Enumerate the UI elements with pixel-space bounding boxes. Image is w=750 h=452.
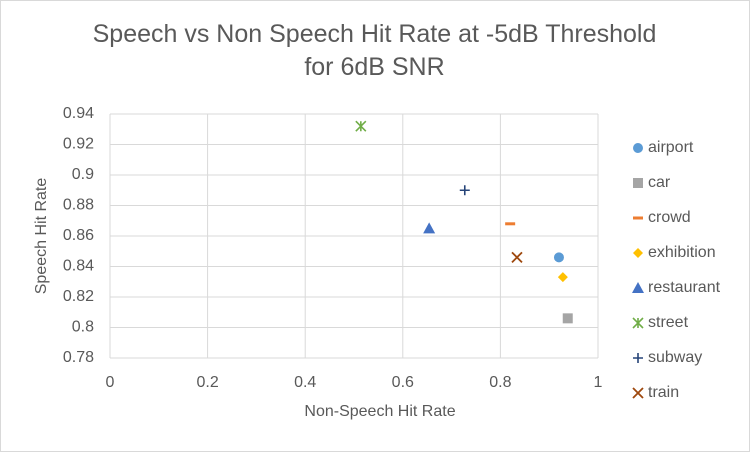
x-tick-label: 1 <box>594 374 603 391</box>
y-axis-title: Speech Hit Rate <box>33 178 50 295</box>
y-tick-label: 0.78 <box>63 349 94 366</box>
legend-label: car <box>648 174 671 191</box>
x-tick-label: 0.2 <box>196 374 218 391</box>
data-point <box>562 313 573 324</box>
legend-label: restaurant <box>648 279 721 296</box>
legend-marker <box>632 387 644 399</box>
x-tick-label: 0 <box>106 374 115 391</box>
legend-marker <box>632 317 644 329</box>
legend-label: subway <box>648 349 702 366</box>
legend-marker <box>633 353 643 363</box>
data-point <box>459 185 470 196</box>
chart-title: Speech vs Non Speech Hit Rate at -5dB Th… <box>92 20 657 81</box>
y-tick-label: 0.88 <box>63 197 94 214</box>
legend-marker <box>632 282 644 293</box>
y-tick-label: 0.8 <box>72 319 94 336</box>
legend-marker <box>633 178 643 188</box>
legend-label: street <box>648 314 689 331</box>
legend-label: train <box>648 384 679 401</box>
data-point <box>355 120 367 132</box>
legend-marker <box>633 143 643 153</box>
x-axis-title: Non-Speech Hit Rate <box>304 403 455 420</box>
y-tick-label: 0.84 <box>63 258 94 275</box>
legend-label: airport <box>648 139 694 156</box>
y-tick-label: 0.94 <box>63 105 94 122</box>
legend-label: exhibition <box>648 244 716 261</box>
data-point <box>423 222 436 234</box>
x-tick-label: 0.6 <box>392 374 414 391</box>
y-tick-label: 0.86 <box>63 227 94 244</box>
y-tick-label: 0.9 <box>72 166 94 183</box>
data-point <box>557 272 568 283</box>
legend-marker <box>633 248 643 258</box>
y-tick-label: 0.82 <box>63 288 94 305</box>
data-point <box>511 251 523 263</box>
legend-label: crowd <box>648 209 691 226</box>
y-tick-label: 0.92 <box>63 136 94 153</box>
data-point <box>553 252 564 263</box>
x-tick-label: 0.4 <box>294 374 316 391</box>
x-tick-label: 0.8 <box>489 374 511 391</box>
